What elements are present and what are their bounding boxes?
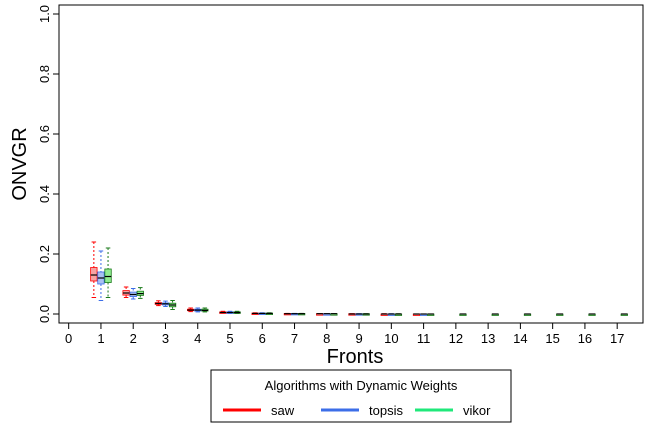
box-topsis-front-3	[161, 300, 170, 307]
box-vikor-front-14	[523, 313, 532, 316]
legend-label-vikor: vikor	[463, 403, 491, 418]
box-vikor-front-1	[104, 247, 112, 298]
x-tick-label-3: 3	[162, 331, 169, 346]
box-saw-front-1	[90, 241, 98, 298]
y-axis-label: ONVGR	[9, 127, 31, 200]
y-tick-label-4: 0.8	[37, 65, 52, 83]
box-vikor-front-6	[265, 312, 273, 316]
box-vikor-front-17	[620, 313, 628, 316]
y-tick-label-3: 0.6	[37, 125, 52, 143]
x-axis: 0 1 2 3 4 5 6 7 8 9 10 11 12 13 14 15 16 17	[65, 323, 624, 346]
box-saw-front-4	[187, 307, 195, 313]
x-tick-label-0: 0	[65, 331, 72, 346]
box-vikor-front-7	[298, 312, 306, 316]
y-tick-label-5: 1.0	[37, 5, 52, 23]
box-topsis-front-5	[226, 310, 234, 314]
box-vikor-front-4	[201, 307, 209, 313]
x-tick-label-4: 4	[194, 331, 201, 346]
box-topsis-front-10	[387, 313, 395, 316]
box-topsis-front-1	[97, 250, 105, 301]
box-topsis-front-6	[258, 312, 266, 316]
box-vikor-front-12	[459, 313, 467, 316]
y-tick-label-1: 0.2	[37, 245, 52, 263]
box-saw-front-9	[348, 313, 356, 316]
x-tick-label-5: 5	[226, 331, 233, 346]
box-topsis-front-2	[129, 288, 137, 300]
plot-frame	[58, 4, 644, 324]
x-axis-label: Fronts	[327, 346, 384, 368]
x-tick-label-6: 6	[259, 331, 266, 346]
x-tick-label-2: 2	[130, 331, 137, 346]
box-saw-front-2	[122, 286, 130, 298]
box-vikor-front-15	[556, 313, 564, 316]
box-vikor-front-16	[588, 313, 596, 316]
x-tick-label-15: 15	[545, 331, 559, 346]
x-tick-label-14: 14	[513, 331, 527, 346]
box-topsis-front-9	[355, 313, 363, 316]
x-tick-label-12: 12	[449, 331, 463, 346]
x-tick-label-9: 9	[355, 331, 362, 346]
legend-title: Algorithms with Dynamic Weights	[265, 378, 458, 393]
x-tick-label-1: 1	[97, 331, 104, 346]
box-topsis-front-4	[194, 307, 202, 313]
legend-label-topsis: topsis	[369, 403, 403, 418]
box-series	[90, 241, 628, 316]
x-tick-label-11: 11	[417, 331, 431, 346]
x-tick-label-8: 8	[323, 331, 330, 346]
x-tick-label-7: 7	[291, 331, 298, 346]
x-tick-label-17: 17	[610, 331, 624, 346]
box-saw-front-3	[154, 300, 163, 307]
box-saw-front-5	[219, 310, 227, 314]
y-axis: 0.0 0.2 0.4 0.6 0.8 1.0	[37, 5, 59, 323]
box-vikor-front-3	[168, 300, 177, 310]
legend-label-saw: saw	[271, 403, 295, 418]
box-vikor-front-2	[136, 287, 144, 299]
box-vikor-front-8	[330, 313, 338, 316]
box-saw-front-8	[316, 313, 324, 316]
box-saw-front-6	[251, 312, 259, 316]
x-tick-label-10: 10	[384, 331, 398, 346]
x-tick-label-13: 13	[481, 331, 495, 346]
box-saw-front-10	[380, 313, 388, 316]
y-tick-label-2: 0.4	[37, 185, 52, 203]
x-tick-label-16: 16	[578, 331, 592, 346]
box-topsis-front-8	[323, 313, 331, 316]
box-topsis-front-7	[290, 312, 299, 316]
box-vikor-front-9	[362, 313, 370, 316]
iqr-box	[90, 267, 98, 282]
box-vikor-front-5	[233, 310, 241, 314]
box-saw-front-11	[412, 313, 421, 316]
box-topsis-front-11	[419, 313, 428, 316]
box-vikor-front-10	[394, 313, 403, 316]
legend-box	[210, 369, 512, 423]
box-saw-front-7	[283, 312, 292, 316]
box-vikor-front-13	[491, 313, 499, 316]
y-tick-label-0: 0.0	[37, 305, 52, 323]
iqr-box	[104, 268, 112, 283]
box-vikor-front-11	[427, 313, 435, 316]
legend: Algorithms with Dynamic Weights saw topsi…	[210, 369, 512, 423]
